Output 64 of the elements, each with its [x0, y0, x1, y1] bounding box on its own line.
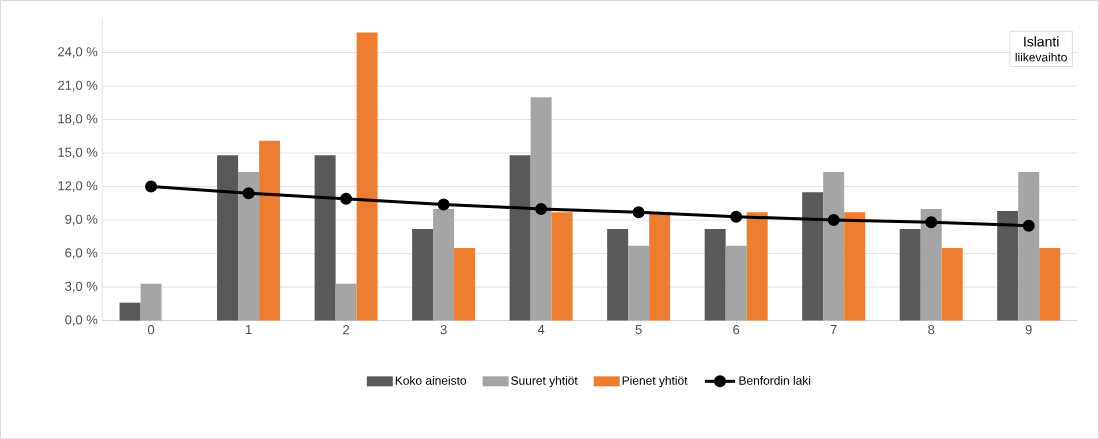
x-tick-label: 6: [733, 325, 740, 335]
bar: [997, 211, 1019, 321]
bar: [433, 208, 455, 321]
bar: [628, 245, 650, 321]
x-tick-label: 5: [635, 325, 642, 335]
bar: [802, 192, 824, 321]
annotation: liikevaihto: [1015, 52, 1067, 62]
legend-label: Koko aineisto: [395, 376, 467, 385]
annotation: Islanti: [1024, 36, 1059, 47]
point: [925, 216, 938, 229]
bar: [551, 212, 573, 321]
point: [242, 187, 255, 200]
bar: [238, 172, 260, 321]
point: [340, 192, 353, 205]
x-tick-label: 1: [245, 325, 252, 335]
x-tick-label: 8: [928, 325, 935, 335]
y-tick-label: 15,0 %: [58, 147, 98, 159]
bar: [314, 155, 336, 321]
x-tick-label: 2: [343, 325, 350, 335]
bar: [454, 248, 476, 321]
bar: [119, 302, 141, 321]
bar: [823, 172, 845, 321]
bar: [704, 229, 726, 321]
x-tick-label: 3: [440, 325, 447, 335]
bar: [725, 245, 747, 321]
bar: [1018, 172, 1040, 321]
bar: [649, 212, 671, 321]
point: [730, 210, 743, 223]
y-tick-label: 0,0 %: [65, 315, 98, 326]
bar: [509, 155, 531, 321]
bar: [1039, 248, 1061, 321]
point: [632, 206, 645, 219]
legend-label: Benfordin laki: [739, 376, 811, 385]
point: [437, 198, 450, 211]
bar: [530, 97, 552, 321]
bar: [941, 248, 963, 321]
y-tick-label: 12,0 %: [58, 181, 98, 192]
bar: [259, 140, 281, 321]
y-tick-label: 21,0 %: [58, 80, 98, 92]
y-tick-label: 18,0 %: [58, 114, 98, 125]
bar: [899, 229, 921, 321]
point: [145, 180, 158, 193]
point: [827, 214, 840, 227]
bar: [335, 283, 357, 321]
y-tick-label: 3,0 %: [65, 281, 98, 293]
legend-label: Pienet yhtiöt: [622, 376, 688, 388]
bar: [920, 208, 942, 321]
x-tick-label: 0: [147, 325, 155, 335]
y-tick-label: 6,0 %: [65, 248, 98, 259]
x-tick-label: 7: [830, 325, 837, 335]
bar: [356, 32, 378, 321]
bar: [140, 283, 162, 321]
x-tick-label: 9: [1025, 325, 1032, 335]
x-tick-label: 4: [537, 325, 545, 335]
legend-label: Suuret yhtiöt: [511, 376, 578, 388]
point: [1022, 219, 1035, 232]
y-tick-label: 9,0 %: [65, 214, 98, 226]
point: [535, 202, 548, 215]
bar: [844, 212, 866, 321]
bar: [217, 155, 239, 321]
bar: [607, 229, 629, 321]
bar: [746, 212, 768, 321]
bar: [412, 229, 434, 321]
y-tick-label: 24,0 %: [58, 47, 98, 58]
